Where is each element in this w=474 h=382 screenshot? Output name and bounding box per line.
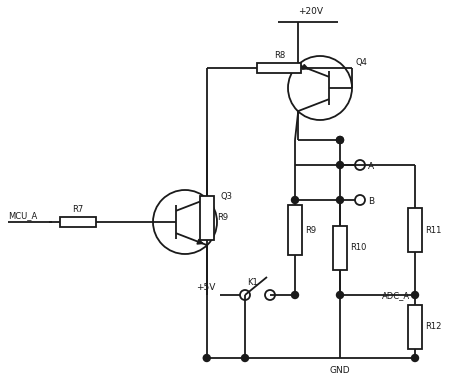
Circle shape: [337, 136, 344, 144]
Text: R11: R11: [425, 225, 441, 235]
Bar: [288, 205, 302, 255]
Text: +5V: +5V: [196, 283, 215, 292]
Text: Q4: Q4: [356, 58, 368, 67]
Bar: [200, 196, 214, 240]
Bar: [60, 217, 96, 227]
Circle shape: [241, 354, 248, 361]
Text: K1: K1: [247, 278, 258, 287]
Text: R8: R8: [274, 51, 285, 60]
Text: R9: R9: [217, 213, 228, 222]
Text: R12: R12: [425, 322, 441, 331]
Bar: [408, 304, 422, 348]
Bar: [408, 208, 422, 252]
Circle shape: [337, 196, 344, 204]
Circle shape: [337, 162, 344, 168]
Circle shape: [411, 354, 419, 361]
Circle shape: [292, 291, 299, 298]
Circle shape: [337, 291, 344, 298]
Circle shape: [203, 354, 210, 361]
Text: R9: R9: [305, 225, 316, 235]
Bar: [333, 225, 347, 269]
Text: +20V: +20V: [298, 7, 323, 16]
Circle shape: [411, 291, 419, 298]
Text: MCU_A: MCU_A: [8, 211, 37, 220]
Text: Q3: Q3: [221, 192, 233, 201]
Circle shape: [292, 196, 299, 204]
Text: B: B: [368, 196, 374, 206]
Text: A: A: [368, 162, 374, 170]
Text: R7: R7: [73, 205, 83, 214]
Circle shape: [337, 136, 344, 144]
Bar: [257, 63, 301, 73]
Text: ADC_A: ADC_A: [382, 291, 410, 301]
Text: R10: R10: [350, 243, 366, 252]
Text: GND: GND: [330, 366, 350, 375]
